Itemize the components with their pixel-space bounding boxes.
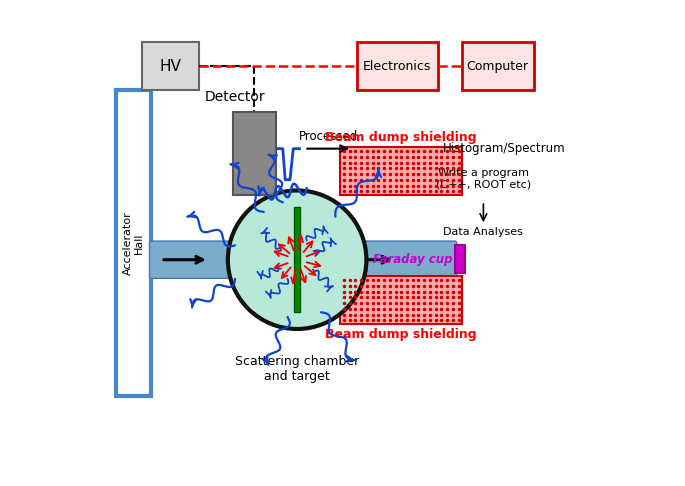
Text: Beam dump shielding: Beam dump shielding bbox=[325, 131, 477, 144]
Text: Accelerator
Hall: Accelerator Hall bbox=[123, 211, 145, 275]
Text: Processed: Processed bbox=[299, 130, 358, 143]
Text: Faraday cup: Faraday cup bbox=[373, 253, 452, 266]
FancyBboxPatch shape bbox=[149, 241, 275, 278]
Bar bbox=[340, 277, 462, 324]
Text: Data Analyses: Data Analyses bbox=[443, 227, 523, 238]
Text: Write a program
(C++, ROOT etc): Write a program (C++, ROOT etc) bbox=[436, 168, 531, 190]
Text: Electronics: Electronics bbox=[363, 60, 432, 73]
Bar bbox=[116, 90, 151, 396]
Bar bbox=[455, 245, 465, 273]
Bar bbox=[233, 112, 275, 195]
Bar bbox=[462, 42, 534, 90]
Bar bbox=[340, 147, 462, 195]
Text: Histogram/Spectrum: Histogram/Spectrum bbox=[443, 142, 565, 155]
Text: Computer: Computer bbox=[466, 60, 529, 73]
FancyBboxPatch shape bbox=[319, 241, 457, 278]
Text: Scattering chamber
and target: Scattering chamber and target bbox=[235, 355, 359, 383]
Circle shape bbox=[228, 191, 366, 329]
Bar bbox=[357, 42, 438, 90]
Bar bbox=[294, 207, 300, 312]
Bar bbox=[142, 42, 199, 90]
Text: HV: HV bbox=[160, 59, 182, 74]
Text: Detector: Detector bbox=[205, 90, 265, 104]
Text: Beam dump shielding: Beam dump shielding bbox=[325, 328, 477, 341]
